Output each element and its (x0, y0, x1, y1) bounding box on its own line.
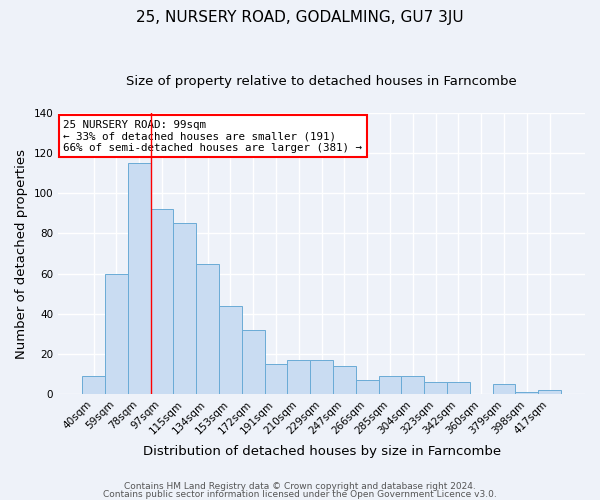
Bar (333, 366, 356, 394)
Text: 25 NURSERY ROAD: 99sqm
← 33% of detached houses are smaller (191)
66% of semi-de: 25 NURSERY ROAD: 99sqm ← 33% of detached… (64, 120, 362, 153)
Bar (424, 382, 447, 394)
Bar (105, 274, 128, 394)
Bar (242, 330, 265, 394)
Bar (379, 376, 401, 394)
Bar (401, 376, 424, 394)
Bar (82, 376, 105, 394)
Bar (196, 264, 219, 394)
X-axis label: Distribution of detached houses by size in Farncombe: Distribution of detached houses by size … (143, 444, 500, 458)
Bar (447, 382, 470, 394)
Bar (356, 380, 379, 394)
Y-axis label: Number of detached properties: Number of detached properties (15, 148, 28, 358)
Bar (151, 210, 173, 394)
Bar (173, 224, 196, 394)
Bar (128, 163, 151, 394)
Bar (310, 360, 333, 394)
Bar (265, 364, 287, 394)
Title: Size of property relative to detached houses in Farncombe: Size of property relative to detached ho… (126, 75, 517, 88)
Bar (538, 390, 561, 394)
Bar (287, 360, 310, 394)
Text: Contains public sector information licensed under the Open Government Licence v3: Contains public sector information licen… (103, 490, 497, 499)
Bar (219, 306, 242, 394)
Bar (493, 384, 515, 394)
Text: Contains HM Land Registry data © Crown copyright and database right 2024.: Contains HM Land Registry data © Crown c… (124, 482, 476, 491)
Text: 25, NURSERY ROAD, GODALMING, GU7 3JU: 25, NURSERY ROAD, GODALMING, GU7 3JU (136, 10, 464, 25)
Bar (515, 392, 538, 394)
